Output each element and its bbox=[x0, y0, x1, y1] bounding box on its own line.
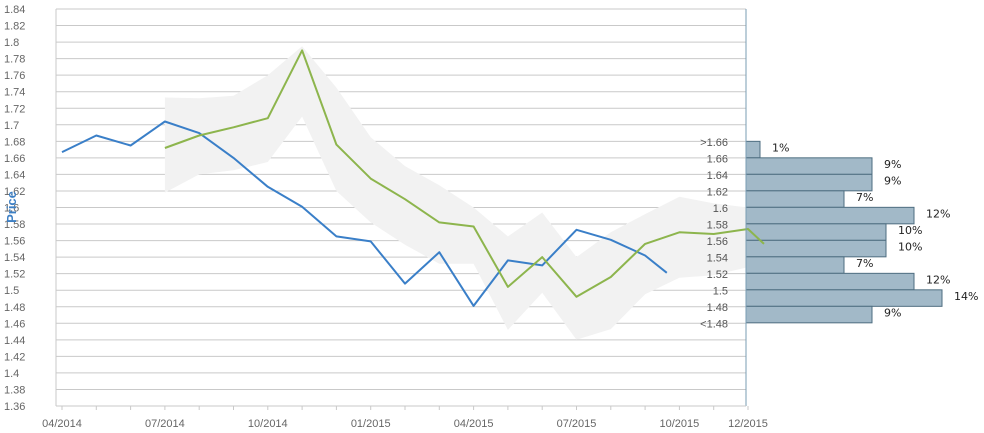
y-tick-label: 1.64 bbox=[4, 169, 25, 181]
forecast-band bbox=[164, 46, 748, 340]
y-tick-label: 1.58 bbox=[4, 219, 25, 231]
y-tick-label: 1.36 bbox=[4, 401, 25, 413]
histogram-bar bbox=[745, 173, 873, 192]
histogram-bar bbox=[745, 289, 943, 307]
histogram-bin-label: 1.66 bbox=[707, 154, 728, 166]
y-tick-label: 1.78 bbox=[4, 54, 25, 66]
histogram-bar bbox=[745, 190, 845, 208]
histogram-bin-label: 1.48 bbox=[707, 302, 728, 314]
histogram-percent-label: 7% bbox=[856, 191, 873, 204]
histogram-percent-label: 9% bbox=[884, 174, 901, 187]
y-tick-label: 1.82 bbox=[4, 21, 25, 33]
histogram-percent-label: 9% bbox=[884, 158, 901, 171]
y-tick-label: 1.68 bbox=[4, 136, 25, 148]
series-lines bbox=[61, 49, 765, 307]
x-tick-label: 04/2015 bbox=[454, 418, 494, 430]
histogram-bar bbox=[745, 256, 845, 274]
series-line-1 bbox=[61, 120, 668, 307]
histogram-bin-label: 1.6 bbox=[713, 203, 728, 215]
histogram-bar bbox=[745, 157, 873, 175]
x-tick-label: 12/2015 bbox=[728, 418, 768, 430]
x-tick-label: 04/2014 bbox=[42, 418, 82, 430]
histogram-percent-label: 9% bbox=[884, 306, 901, 319]
axes bbox=[55, 9, 747, 407]
y-axis-label: Price bbox=[4, 191, 19, 223]
histogram-percent-label: 12% bbox=[926, 207, 950, 220]
x-tick-label: 07/2015 bbox=[557, 418, 597, 430]
y-tick-label: 1.5 bbox=[4, 285, 19, 297]
histogram-bin-label: >1.66 bbox=[700, 137, 728, 149]
y-tick-label: 1.44 bbox=[4, 335, 25, 347]
histogram-bin-label: 1.54 bbox=[707, 253, 728, 265]
y-tick-label: 1.4 bbox=[4, 368, 19, 380]
y-tick-label: 1.42 bbox=[4, 351, 25, 363]
histogram-percent-label: 7% bbox=[856, 257, 873, 270]
histogram-bar bbox=[745, 223, 887, 241]
x-tick-label: 10/2015 bbox=[660, 418, 700, 430]
histogram-bar bbox=[745, 305, 873, 324]
histogram-percent-label: 14% bbox=[954, 290, 978, 303]
histogram-bin-label: 1.5 bbox=[713, 286, 728, 298]
y-tick-label: 1.74 bbox=[4, 87, 25, 99]
histogram-percent-label: 10% bbox=[898, 240, 922, 253]
x-tick-label: 01/2015 bbox=[351, 418, 391, 430]
y-tick-label: 1.6 bbox=[4, 203, 19, 215]
x-tick-label: 10/2014 bbox=[248, 418, 288, 430]
y-tick-label: 1.8 bbox=[4, 37, 19, 49]
histogram-bin-label: <1.48 bbox=[700, 319, 728, 331]
histogram-bin-label: 1.62 bbox=[707, 187, 728, 199]
band-area bbox=[164, 46, 748, 340]
x-tick-label: 07/2014 bbox=[145, 418, 185, 430]
y-tick-label: 1.7 bbox=[4, 120, 19, 132]
y-tick-label: 1.66 bbox=[4, 153, 25, 165]
y-tick-label: 1.84 bbox=[4, 4, 25, 16]
histogram-bin-label: 1.64 bbox=[707, 170, 728, 182]
histogram-percent-label: 12% bbox=[926, 273, 950, 286]
histogram-bin-label: 1.56 bbox=[707, 236, 728, 248]
histogram-bar bbox=[745, 239, 887, 258]
histogram: >1.66 1.66 1.64 1.62 1.6 1.58 1.56 1.54 1.52 1.5 1… bbox=[700, 137, 978, 331]
histogram-bar bbox=[745, 272, 915, 291]
y-tick-label: 1.72 bbox=[4, 103, 25, 115]
y-tick-label: 1.46 bbox=[4, 318, 25, 330]
histogram-percent-label: 1% bbox=[772, 141, 789, 154]
series-line-2 bbox=[164, 49, 765, 298]
histogram-bar bbox=[745, 140, 761, 159]
y-tick-label: 1.52 bbox=[4, 269, 25, 281]
histogram-bin-label: 1.58 bbox=[707, 220, 728, 232]
histogram-bar bbox=[745, 206, 915, 225]
y-tick-label: 1.62 bbox=[4, 186, 25, 198]
histogram-bin-label: 1.52 bbox=[707, 269, 728, 281]
histogram-percent-label: 10% bbox=[898, 224, 922, 237]
y-tick-label: 1.76 bbox=[4, 70, 25, 82]
y-tick-label: 1.38 bbox=[4, 384, 25, 396]
y-axis-ticks: 1.36 1.38 1.4 1.42 1.44 1.46 1.48 1.5 1.52 1.54 1.… bbox=[4, 4, 25, 413]
y-tick-label: 1.48 bbox=[4, 302, 25, 314]
y-tick-label: 1.54 bbox=[4, 252, 25, 264]
y-tick-label: 1.56 bbox=[4, 236, 25, 248]
x-axis-ticks: 04/2014 07/2014 10/2014 01/2015 04/2015 07/20… bbox=[42, 406, 768, 430]
